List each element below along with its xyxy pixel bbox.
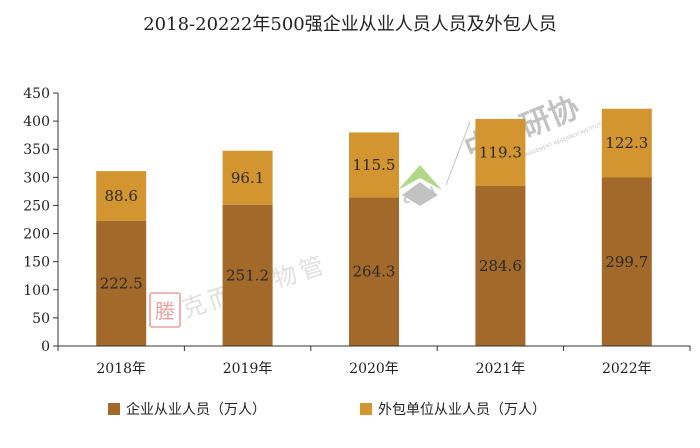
data-label: 96.1 [231, 169, 264, 187]
legend-label: 企业从业人员（万人） [126, 401, 266, 418]
data-label: 88.6 [104, 187, 137, 205]
bar-labels-layer: 222.5 88.6 251.2 96.1 264.3 115.5 284.6 119.3 29… [100, 134, 649, 292]
bar-segment-1 [601, 177, 652, 346]
cpmri-logo-icon-base [402, 182, 438, 206]
bar-segment-2 [475, 118, 526, 186]
bar-segment-2 [601, 108, 652, 178]
legend: 企业从业人员（万人） 外包单位从业人员（万人） [108, 401, 546, 418]
x-tick-label: 2022年 [602, 361, 652, 377]
data-label: 251.2 [226, 266, 269, 284]
y-tick-label: 100 [23, 283, 50, 299]
legend-label: 外包单位从业人员（万人） [378, 402, 546, 418]
y-tick-label: 250 [23, 198, 50, 214]
bar-segment-1 [349, 197, 399, 346]
data-label: 119.3 [479, 143, 522, 161]
bar-segment-1 [475, 185, 526, 346]
legend-swatch [360, 403, 372, 415]
y-tick-label: 200 [23, 227, 50, 243]
y-tick-label: 0 [41, 339, 50, 355]
y-tick-label: 50 [32, 311, 50, 327]
y-tick-label: 300 [23, 170, 50, 186]
chart-title: 2018-20222年500强企业从业人员人员及外包人员 [143, 14, 557, 35]
kerui-stamp-icon [149, 292, 181, 328]
bar-segment-1 [222, 204, 273, 346]
data-label: 122.3 [605, 134, 648, 152]
y-tick-label: 450 [23, 86, 50, 102]
data-label: 115.5 [353, 156, 396, 174]
cpmri-logo-icon [398, 165, 442, 190]
x-tick-label: 2019年 [223, 361, 273, 377]
bar-segment-1 [96, 220, 147, 346]
x-tick-label: 2021年 [476, 361, 526, 377]
y-tick-label: 150 [23, 255, 50, 271]
data-label: 222.5 [100, 274, 143, 292]
x-tick-label: 2018年 [96, 361, 146, 377]
bar-segment-2 [222, 150, 273, 205]
y-tick-label: 400 [23, 114, 50, 130]
data-label: 299.7 [605, 253, 648, 271]
kerui-stamp-glyph: 塍 [155, 299, 175, 323]
axes-layer: 0 50 100 150 200 250 300 350 400 450 2018年 2019年 202… [23, 86, 691, 377]
legend-swatch [108, 403, 120, 415]
x-tick-label: 2020年 [349, 361, 399, 377]
bar-segment-2 [349, 132, 399, 198]
bar-segment-2 [96, 171, 147, 221]
data-label: 284.6 [479, 257, 522, 275]
data-label: 264.3 [353, 263, 396, 281]
y-tick-label: 350 [23, 142, 50, 158]
bars-layer [96, 108, 652, 346]
